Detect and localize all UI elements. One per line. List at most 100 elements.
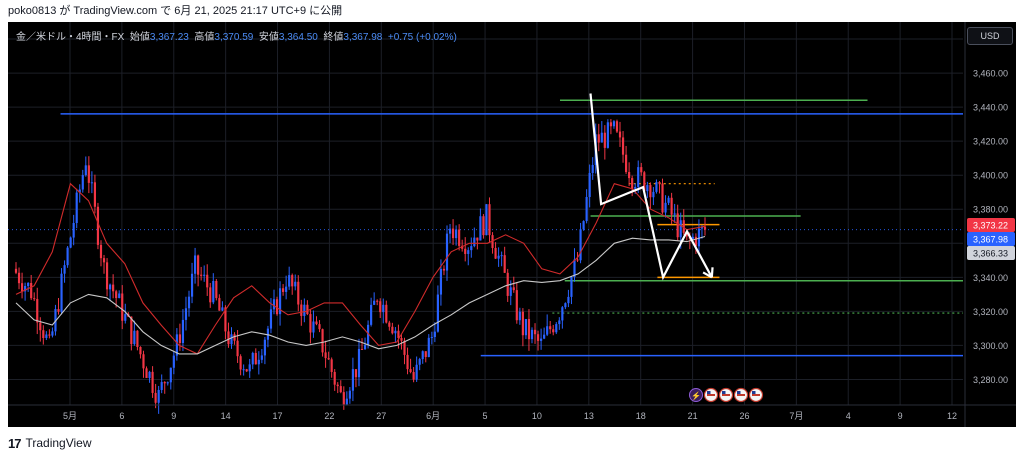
candle-body xyxy=(579,229,582,261)
candle-body xyxy=(233,334,236,341)
candle-body xyxy=(224,307,227,332)
candle-body xyxy=(254,352,257,365)
candle-body xyxy=(661,183,664,213)
candle-body xyxy=(145,368,148,379)
price-chart[interactable]: ⚡ 3,280.003,300.003,320.003,340.003,360.… xyxy=(8,22,1016,427)
candle-body xyxy=(275,299,279,315)
candle-body xyxy=(57,309,60,312)
event-markers[interactable]: ⚡ xyxy=(689,387,764,403)
candle-body xyxy=(427,337,430,357)
candle-body xyxy=(433,331,436,337)
chart-area[interactable]: ⚡ 3,280.003,300.003,320.003,340.003,360.… xyxy=(8,22,1016,427)
time-tick-label: 5月 xyxy=(63,411,77,421)
projection-arrowhead xyxy=(702,271,713,279)
moving-averages xyxy=(15,182,706,355)
projection-line xyxy=(589,93,713,281)
time-tick-label: 4 xyxy=(846,411,851,421)
candle-body xyxy=(63,265,66,274)
footer-brand[interactable]: 17 TradingView xyxy=(8,434,92,452)
us-flag-canton xyxy=(752,391,756,394)
low-price-tag-box xyxy=(967,246,1015,260)
candle-body xyxy=(108,284,112,290)
candle-body xyxy=(391,326,394,334)
candle-body xyxy=(193,255,197,274)
candle-body xyxy=(515,290,518,321)
candle-body xyxy=(163,382,166,384)
candle-body xyxy=(175,334,178,356)
candle-body xyxy=(118,293,121,299)
candle-body xyxy=(479,216,482,241)
candle-body xyxy=(130,316,133,345)
symbol-name: 金／米ドル・4時間・FX xyxy=(16,32,125,43)
time-tick-label: 9 xyxy=(171,411,176,421)
candle-body xyxy=(181,319,185,343)
candle-body xyxy=(148,371,151,379)
candle-body xyxy=(458,229,461,246)
candle-body xyxy=(45,334,48,339)
candle-body xyxy=(324,352,327,359)
time-axis[interactable]: 5月 6 9 14 17 22 27 6月 5 10 13 18 21 26 7月 4 9 12 xyxy=(8,404,1016,421)
open-label: 始値 xyxy=(129,32,150,43)
candle-body xyxy=(573,259,576,278)
candle-body xyxy=(555,324,558,333)
candle-body xyxy=(643,172,646,192)
candle-body xyxy=(533,329,537,335)
price-tick-label: 3,400.00 xyxy=(973,171,1008,181)
high-price-tag-box xyxy=(967,218,1015,232)
candle-body xyxy=(624,154,628,173)
candle-body xyxy=(248,364,251,372)
candle-body xyxy=(664,202,667,213)
candle-body xyxy=(564,303,567,308)
time-tick-label: 27 xyxy=(376,411,386,421)
candle-body xyxy=(397,330,400,338)
time-tick-label: 7月 xyxy=(789,411,803,421)
candle-body xyxy=(272,299,276,310)
price-tick-label: 3,320.00 xyxy=(973,307,1008,317)
close-label: 終値 xyxy=(323,32,344,43)
candle-body xyxy=(124,314,127,321)
candle-body xyxy=(230,334,233,345)
candle-body xyxy=(582,221,585,230)
candle-body xyxy=(530,329,534,340)
candle-body xyxy=(14,268,18,273)
candle-body xyxy=(99,244,103,259)
candle-body xyxy=(151,371,154,393)
high-price-tag: 3,373.22 xyxy=(973,221,1008,231)
candle-body xyxy=(306,304,309,315)
attribution-text: poko0813 が TradingView.com で 6月 21, 2025… xyxy=(8,5,343,17)
candle-body xyxy=(470,246,473,251)
high-value: 3,370.59 xyxy=(214,32,254,43)
candle-body xyxy=(697,228,701,247)
candle-body xyxy=(285,286,288,292)
candle-body xyxy=(394,330,397,334)
candle-body xyxy=(360,348,364,350)
candle-body xyxy=(42,330,45,339)
candle-body xyxy=(603,132,606,148)
candle-body xyxy=(615,121,619,132)
candle-body xyxy=(215,280,218,299)
horizontal-levels xyxy=(60,99,963,357)
price-axis[interactable]: 3,280.003,300.003,320.003,340.003,360.00… xyxy=(964,22,1015,427)
candle-body xyxy=(209,287,212,303)
candle-body xyxy=(351,369,355,391)
candle-body xyxy=(552,329,555,333)
candle-body xyxy=(558,320,561,325)
low-value: 3,364.50 xyxy=(278,32,318,43)
candle-body xyxy=(403,340,406,355)
candle-body xyxy=(227,331,230,345)
candle-body xyxy=(445,233,449,271)
time-tick-label: 6 xyxy=(119,411,124,421)
candle-body xyxy=(655,182,658,192)
candle-body xyxy=(637,167,640,187)
candle-body xyxy=(333,371,336,385)
candle-body xyxy=(451,228,455,239)
currency-button[interactable]: USD xyxy=(967,27,1013,45)
candle-body xyxy=(197,255,200,275)
lightning-event-icon xyxy=(689,388,703,402)
candle-body xyxy=(66,247,69,266)
candle-body xyxy=(294,281,297,287)
candle-body xyxy=(418,359,421,365)
candle-body xyxy=(203,274,206,276)
candle-body xyxy=(676,213,679,238)
candle-body xyxy=(266,328,270,340)
